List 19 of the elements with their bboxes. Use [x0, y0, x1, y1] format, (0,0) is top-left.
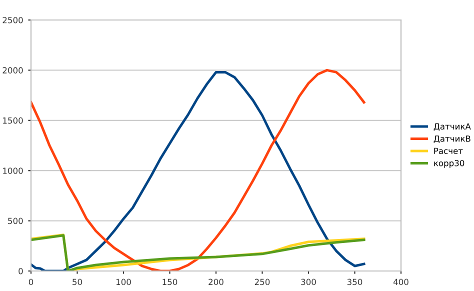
- y-tick-label: 1500: [3, 117, 23, 124]
- y-tick-label: 0: [18, 268, 23, 274]
- legend-label: ДатчикB: [434, 136, 470, 143]
- legend-label: ДатчикA: [434, 123, 471, 131]
- x-tick-label: 300: [301, 278, 316, 286]
- y-tick-label: 1000: [3, 168, 23, 174]
- x-tick-label: 200: [208, 278, 224, 286]
- legend-label: Расчет: [434, 148, 463, 154]
- x-tick-label: 250: [254, 278, 270, 286]
- x-tick-label: 400: [393, 278, 408, 286]
- x-tick-label: 50: [72, 278, 82, 286]
- y-tick-label: 2000: [2, 67, 23, 74]
- x-tick-label: 150: [162, 278, 178, 286]
- x-tick-label: 0: [28, 278, 34, 286]
- y-tick-label: 500: [8, 218, 23, 224]
- y-tick-label: 2500: [2, 16, 23, 24]
- legend-label: корр30: [434, 160, 464, 168]
- x-tick-label: 100: [116, 278, 131, 286]
- x-tick-label: 350: [347, 278, 362, 286]
